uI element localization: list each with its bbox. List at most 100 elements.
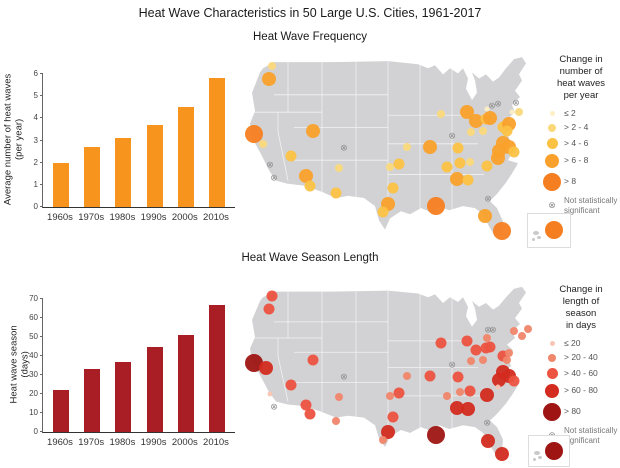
legend-dot <box>545 154 559 169</box>
city-dot <box>259 361 274 376</box>
city-dot <box>379 436 388 445</box>
not-significant-marker: ⊗ <box>270 172 278 183</box>
bar-2000s <box>177 335 194 432</box>
not-significant-marker: ⊗ <box>483 417 491 427</box>
city-dot <box>466 357 475 366</box>
city-dot <box>523 324 532 333</box>
city-dot <box>427 197 446 216</box>
city-dot <box>332 417 341 426</box>
x-tick-label: 1990s <box>140 212 167 223</box>
y-tick-mark <box>40 412 43 413</box>
x-tick-label: 1990s <box>140 437 167 448</box>
city-dot <box>484 341 496 353</box>
city-dot <box>450 172 464 187</box>
island-shape <box>538 456 542 459</box>
city-dot <box>424 370 436 382</box>
not-significant-marker: ⊗ <box>448 359 456 370</box>
not-significant-marker: ⊗ <box>494 98 502 109</box>
y-tick-label: 0 <box>33 427 38 436</box>
y-tick-mark <box>40 431 43 432</box>
city-dot <box>300 399 312 411</box>
y-tick-label: 60 <box>29 313 38 322</box>
city-dot <box>508 375 520 387</box>
legend-dot <box>543 173 561 192</box>
legend-dot-icon <box>542 173 562 192</box>
city-dot <box>493 221 511 240</box>
city-dot <box>266 290 278 302</box>
y-tick-mark <box>40 317 43 318</box>
city-dot <box>244 124 263 143</box>
y-tick-label: 2 <box>33 157 38 167</box>
city-dot <box>466 157 475 166</box>
section-frequency-title: Heat Wave Frequency <box>253 31 367 43</box>
city-dot <box>454 157 466 169</box>
x-tick-label: 2000s <box>171 437 198 448</box>
hawaii-inset-frequency <box>527 213 571 248</box>
city-dot <box>509 109 515 115</box>
island-shape <box>532 238 535 241</box>
y-tick-mark <box>40 117 43 119</box>
not-significant-marker: ⊗ <box>448 130 456 141</box>
y-tick-label: 6 <box>33 69 38 78</box>
city-dot <box>298 168 313 183</box>
city-dot <box>307 354 319 366</box>
city-dot <box>386 163 395 172</box>
y-tick-label: 5 <box>33 91 38 101</box>
map-frequency: ⊗ ⊗ ⊗ ⊗ ⊗ ⊗ ⊗ ⊗ <box>236 54 540 250</box>
y-tick-mark <box>40 393 43 394</box>
legend-frequency: Change in number of heat waves per year ≤… <box>542 54 620 220</box>
legend-item: ≤ 2 <box>542 107 620 119</box>
not-significant-marker: ⊗ <box>270 401 278 412</box>
city-dot <box>244 354 263 373</box>
not-significant-icon: ⊗ <box>542 201 562 210</box>
city-dot <box>403 371 412 380</box>
y-tick-label: 70 <box>29 294 38 303</box>
city-dot <box>483 111 498 126</box>
legend-item: > 4 - 6 <box>542 138 620 150</box>
bar-1970s <box>84 369 101 432</box>
y-tick-mark <box>40 139 43 141</box>
not-significant-marker: ⊗ <box>512 97 520 108</box>
y-tick-label: 4 <box>33 113 38 123</box>
y-tick-mark <box>40 206 43 207</box>
city-dot <box>403 142 412 151</box>
city-dot <box>441 161 453 173</box>
y-tick-label: 1 <box>33 179 38 189</box>
legend-ns-label: Not statistically significant <box>564 426 618 445</box>
bar-1990s <box>146 124 163 207</box>
legend-ns-label: Not statistically significant <box>564 196 618 215</box>
city-dot <box>381 425 395 440</box>
bar-2000s <box>177 107 194 207</box>
legend-label: > 60 - 80 <box>564 385 598 396</box>
inset-city-dot <box>545 442 563 460</box>
not-significant-marker: ⊗ <box>484 193 492 204</box>
bar-2010s <box>209 304 225 432</box>
bar1-x-axis-labels: 1960s 1970s 1980s 1990s 2000s 2010s <box>42 212 242 224</box>
city-dot <box>427 425 446 444</box>
legend-item: > 40 - 60 <box>542 368 620 380</box>
island-shape <box>537 236 541 239</box>
city-dot <box>305 124 320 139</box>
figure-title: Heat Wave Characteristics in 50 Large U.… <box>138 6 482 20</box>
not-significant-marker: ⊗ <box>340 142 348 153</box>
city-dot <box>483 334 492 343</box>
city-dot <box>481 434 496 449</box>
city-dot <box>468 114 483 129</box>
hawaii-inset-season <box>528 435 570 467</box>
city-dot <box>484 106 490 112</box>
bar-1970s <box>84 147 101 207</box>
city-dot <box>386 391 395 400</box>
city-dot <box>501 125 513 137</box>
city-dot <box>377 206 389 218</box>
city-dot <box>335 164 344 173</box>
y-tick-label: 30 <box>29 370 38 379</box>
legend-dot <box>549 340 555 346</box>
city-dot <box>495 447 509 462</box>
x-tick-label: 1970s <box>78 212 105 223</box>
x-tick-label: 1960s <box>47 437 73 448</box>
city-dot <box>508 146 520 158</box>
inset-city-dot <box>545 221 563 239</box>
city-dot <box>422 139 437 154</box>
y-tick-mark <box>40 298 43 299</box>
legend-label: ≤ 2 <box>564 107 576 118</box>
